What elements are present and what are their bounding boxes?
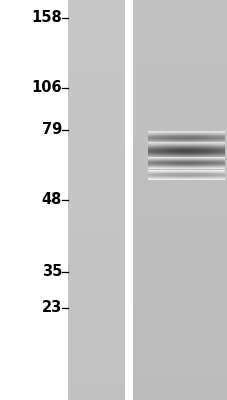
Text: 35: 35 — [42, 264, 62, 280]
Text: 106: 106 — [31, 80, 62, 96]
Text: 158: 158 — [31, 10, 62, 26]
Bar — [124, 0, 132, 400]
Text: 79: 79 — [42, 122, 62, 138]
Text: 48: 48 — [42, 192, 62, 208]
Text: 23: 23 — [42, 300, 62, 316]
